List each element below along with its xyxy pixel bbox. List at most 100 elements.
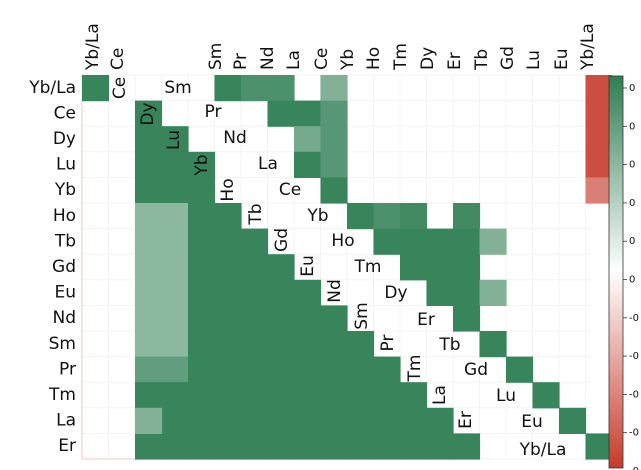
top-tick-label: Tb bbox=[472, 49, 492, 71]
left-tick-label: Sm bbox=[49, 334, 76, 354]
diagonal-label: Lu bbox=[164, 130, 184, 150]
heatmap-cell bbox=[320, 75, 348, 102]
heatmap-cell bbox=[135, 177, 163, 204]
top-tick-label: Yb/La bbox=[83, 23, 103, 71]
heatmap-cell bbox=[426, 433, 454, 460]
heatmap-cell bbox=[453, 279, 481, 306]
heatmap-cell bbox=[320, 177, 348, 204]
heatmap-cell bbox=[135, 228, 163, 255]
heatmap-cell bbox=[426, 407, 454, 434]
diagonal-labels: Ce Sm Dy Pr Lu Nd Yb La Ho Ce Tb Yb Gd Ho Eu Tm Nd Dy Sm Er… bbox=[110, 77, 566, 460]
heatmap-cell bbox=[294, 279, 322, 306]
heatmap-cell bbox=[161, 433, 189, 460]
heatmap-cell bbox=[479, 228, 507, 255]
diagonal-label: Pr bbox=[205, 102, 222, 122]
heatmap-cell bbox=[347, 433, 375, 460]
heatmap-cell bbox=[400, 203, 428, 230]
colorbar-tick-label: 0 bbox=[629, 236, 635, 247]
top-tick-label: Ho bbox=[364, 47, 384, 70]
heatmap-cell bbox=[320, 433, 348, 460]
colorbar-tick-label: 0 bbox=[629, 83, 635, 94]
heatmap-cell bbox=[135, 126, 163, 153]
heatmap-cell bbox=[188, 433, 216, 460]
heatmap-cell bbox=[241, 407, 269, 434]
left-tick-label: Eu bbox=[54, 283, 76, 303]
heatmap-cell bbox=[267, 331, 295, 358]
heatmap-cell bbox=[532, 382, 560, 409]
diagonal-label: Tb bbox=[438, 335, 460, 355]
heatmap-cell bbox=[188, 407, 216, 434]
heatmap-cell bbox=[320, 305, 348, 332]
left-tick-label: Ho bbox=[53, 206, 76, 226]
heatmap-cell bbox=[347, 356, 375, 383]
heatmap-cell bbox=[479, 279, 507, 306]
left-tick-label: Er bbox=[58, 436, 76, 456]
heatmap-cell bbox=[294, 356, 322, 383]
left-tick-label: Pr bbox=[59, 359, 76, 379]
heatmap-cell bbox=[214, 356, 242, 383]
heatmap-cell bbox=[188, 177, 216, 204]
top-tick-label: La bbox=[284, 50, 304, 70]
diagonal-label: Yb bbox=[306, 206, 328, 226]
left-tick-label: Tb bbox=[54, 231, 76, 251]
heatmap-cell bbox=[294, 382, 322, 409]
diagonal-label: Nd bbox=[223, 128, 247, 148]
colorbar-tick-label: 0 bbox=[629, 275, 635, 286]
heatmap-cell bbox=[214, 382, 242, 409]
heatmap-cell bbox=[82, 75, 110, 102]
heatmap-cell bbox=[241, 382, 269, 409]
heatmap-cell bbox=[214, 407, 242, 434]
diagonal-label: Gd bbox=[272, 228, 292, 252]
diagonal-label: Nd bbox=[325, 279, 345, 303]
heatmap-cell bbox=[267, 407, 295, 434]
heatmap-cell bbox=[161, 126, 189, 153]
heatmap-cell bbox=[188, 203, 216, 230]
heatmap-cell bbox=[267, 433, 295, 460]
diagonal-label: Dy bbox=[384, 283, 407, 303]
heatmap-cell bbox=[161, 151, 189, 178]
top-tick-label: Yb bbox=[338, 49, 358, 71]
heatmap-cell bbox=[161, 356, 189, 383]
heatmap-cell bbox=[373, 228, 401, 255]
top-tick-label: Gd bbox=[498, 46, 518, 70]
heatmap-cell bbox=[320, 382, 348, 409]
top-tick-label: Sm bbox=[206, 43, 226, 70]
heatmap-cell bbox=[214, 305, 242, 332]
colorbar-tick-label: 0 bbox=[629, 160, 635, 171]
heatmap-cell bbox=[188, 279, 216, 306]
heatmap-cell bbox=[161, 279, 189, 306]
diagonal-label: La bbox=[258, 154, 278, 174]
heatmap-cell bbox=[188, 305, 216, 332]
left-tick-label: Lu bbox=[56, 155, 76, 175]
top-tick-label: Ce bbox=[108, 48, 128, 70]
heatmap-cell bbox=[214, 279, 242, 306]
heatmap-cell bbox=[267, 100, 295, 127]
heatmap-cell bbox=[214, 254, 242, 281]
heatmap-cell bbox=[214, 433, 242, 460]
colorbar: 0 0 0 0 0 0 -0 -0 -0 -0 -0 bbox=[608, 75, 639, 470]
heatmap-cell bbox=[241, 305, 269, 332]
diagonal-label: Gd bbox=[464, 360, 488, 380]
heatmap-cell bbox=[188, 331, 216, 358]
heatmap-cell bbox=[426, 279, 454, 306]
heatmap-cell bbox=[400, 407, 428, 434]
heatmap-cell bbox=[241, 331, 269, 358]
heatmap-cell bbox=[585, 433, 613, 460]
heatmap-cell bbox=[320, 100, 348, 127]
top-tick-label: Lu bbox=[524, 50, 544, 70]
heatmap-cell bbox=[214, 228, 242, 255]
heatmap-cell bbox=[214, 331, 242, 358]
heatmap-cell bbox=[373, 356, 401, 383]
left-tick-label: La bbox=[56, 411, 76, 431]
heatmap-cell bbox=[188, 382, 216, 409]
left-tick-labels: Yb/La Ce Dy Lu Yb Ho Tb Gd Eu Nd Sm Pr Tm La Er bbox=[28, 78, 76, 456]
heatmap-cell bbox=[400, 433, 428, 460]
heatmap-cell bbox=[400, 382, 428, 409]
heatmap-cell bbox=[320, 356, 348, 383]
heatmap-cell bbox=[585, 126, 613, 153]
heatmap-cell bbox=[585, 151, 613, 178]
heatmap-cell bbox=[135, 331, 163, 358]
diagonal-label: Ho bbox=[218, 178, 238, 201]
heatmap-cell bbox=[161, 203, 189, 230]
